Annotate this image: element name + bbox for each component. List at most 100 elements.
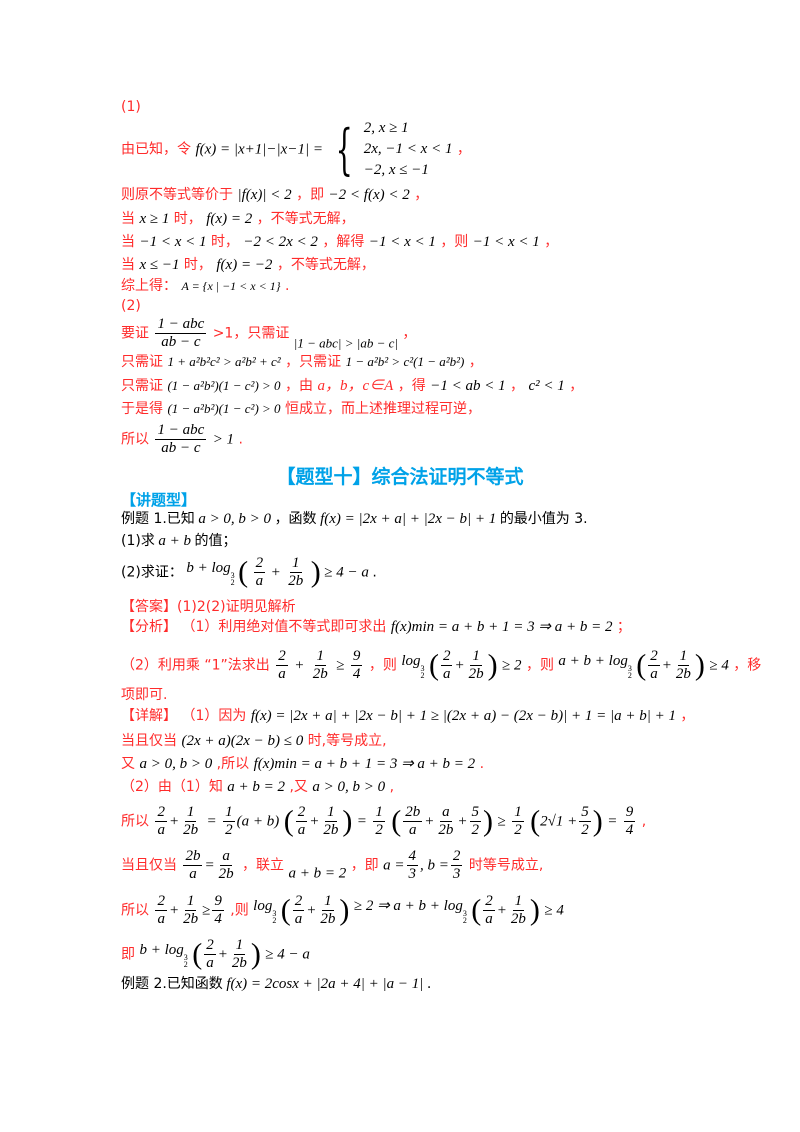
math-expression: f(x) = 2 bbox=[206, 211, 253, 227]
math-expression: −2 < 2x < 2 bbox=[243, 234, 318, 250]
text: ,则 bbox=[230, 902, 249, 919]
text: ，则 bbox=[525, 657, 554, 674]
math-expression: −1 < x < 1 bbox=[472, 234, 540, 250]
math-expression: A = {x | −1 < x < 1} bbox=[181, 279, 281, 293]
part2-line1: 要证 1 − abc ab − c >1，只需证 |1 − abc| > |ab… bbox=[121, 316, 416, 353]
math-expression: a > 0, b > 0 bbox=[139, 756, 213, 772]
math-expression: f(x) = |2x + a| + |2x − b| + 1 bbox=[320, 511, 497, 527]
left-paren: ( bbox=[238, 555, 249, 589]
answer-row: 【答案】(1)2(2)证明见解析 bbox=[121, 598, 296, 616]
analysis-row-3: 项即可. bbox=[121, 686, 167, 704]
punct: ； bbox=[616, 619, 631, 635]
text: ，只需证 bbox=[285, 354, 342, 370]
math-expression: x ≥ 1 bbox=[139, 211, 170, 227]
text: 当且仅当 bbox=[121, 857, 177, 874]
math-expression: c² < 1 bbox=[528, 378, 565, 394]
text: >1，只需证 bbox=[212, 325, 290, 342]
math-expression: f(x) = 2cosx + |2a + 4| + |a − 1| bbox=[226, 976, 424, 992]
right-paren: ) bbox=[310, 555, 321, 589]
math-expression: b + log bbox=[186, 560, 231, 576]
math-expression: a + b = 2 bbox=[288, 865, 347, 882]
part1-line1: 由已知，令 f(x) = |x+1|−|x−1| = { 2, x ≥ 1 2x… bbox=[121, 118, 471, 181]
detail-row-8: 即 b + log 3 2 (2 a +1 2b) ≥ 4 − a bbox=[121, 937, 310, 971]
text: (1)求 bbox=[121, 533, 155, 549]
text: 只需证 bbox=[121, 354, 163, 370]
numerator: 1 − abc bbox=[155, 422, 207, 440]
detail-row-6: 当且仅当 2b a = a 2b ，联立 a + b = 2 ，即 a = 4 3, b =… bbox=[121, 848, 544, 882]
math-expression: f(x)min = a + b + 1 = 3 ⇒ a + b = 2 bbox=[253, 756, 476, 772]
punct: . bbox=[426, 976, 432, 992]
text: （1）利用绝对值不等式即可求出 bbox=[181, 619, 387, 635]
text: ，则 bbox=[368, 657, 397, 674]
punct: ， bbox=[414, 187, 429, 203]
text: 时， bbox=[173, 211, 202, 227]
punct: . bbox=[372, 564, 377, 581]
section-heading: 【题型十】综合法证明不等式 bbox=[276, 466, 524, 488]
example1-title: 例题 1.已知 a > 0, b > 0 ，函数 f(x) = |2x + a|… bbox=[121, 510, 588, 529]
sub-heading: 【讲题型】 bbox=[121, 491, 197, 509]
math-expression: (1 − a²b²)(1 − c²) > 0 bbox=[167, 401, 281, 416]
math-expression: a + b bbox=[158, 533, 191, 549]
math-expression: f(x) = |x+1|−|x−1| = bbox=[195, 141, 323, 158]
text: 所以 bbox=[121, 902, 149, 919]
sub-heading-row: 【讲题型】 bbox=[121, 491, 196, 511]
detail-row-2: 当且仅当 (2x + a)(2x − b) ≤ 0 时,等号成立, bbox=[121, 732, 387, 750]
text: 时， bbox=[210, 234, 239, 250]
math-expression: −1 < ab < 1 bbox=[430, 378, 506, 394]
text: ，解得 bbox=[322, 234, 365, 250]
text: 当 bbox=[121, 211, 135, 227]
detail-row-7: 所以 2 a +1 2b ≥9 4 ,则 log 3 2 (2 a +1 2b) ≥ 2 ⇒ a +… bbox=[121, 893, 564, 927]
text: 例题 2.已知函数 bbox=[121, 976, 223, 992]
analysis-label: 【分析】 bbox=[121, 619, 177, 635]
text: 当 bbox=[121, 234, 135, 250]
text: 当且仅当 bbox=[121, 733, 177, 749]
label-text: (2) bbox=[121, 298, 141, 314]
text: ,又 bbox=[289, 779, 308, 795]
detail-row-3: 又 a > 0, b > 0 ,所以 f(x)min = a + b + 1 =… bbox=[121, 755, 484, 773]
text: ， bbox=[510, 378, 525, 394]
detail-row-1: 【详解】 （1）因为 f(x) = |2x + a| + |2x − b| + … bbox=[121, 707, 694, 725]
punct: , bbox=[641, 813, 647, 830]
text: 的值； bbox=[194, 533, 237, 549]
case-2: 2x, −1 < x < 1 bbox=[363, 141, 453, 157]
text: ，不等式无解， bbox=[256, 211, 355, 227]
text: ，由 bbox=[285, 378, 314, 394]
text: 由已知，令 bbox=[121, 141, 191, 158]
text: 则原不等式等价于 bbox=[121, 187, 233, 203]
text: （1）因为 bbox=[181, 708, 247, 724]
punct: ， bbox=[544, 234, 559, 250]
case-1: 2, x ≥ 1 bbox=[363, 120, 409, 136]
math-expression: ≥ bbox=[336, 657, 345, 674]
text: 的最小值为 3. bbox=[499, 511, 588, 527]
text: 时等号成立, bbox=[468, 857, 544, 874]
math-expression: x ≤ −1 bbox=[139, 257, 180, 273]
math-expression: −2 < f(x) < 2 bbox=[328, 187, 410, 203]
text: ，不等式无解， bbox=[276, 257, 375, 273]
part1-line3: 当 x ≥ 1 时， f(x) = 2 ，不等式无解， bbox=[121, 210, 355, 228]
piecewise-cases: { 2, x ≥ 1 2x, −1 < x < 1 −2, x ≤ −1 bbox=[327, 118, 452, 181]
analysis-row-1: 【分析】 （1）利用绝对值不等式即可求出 f(x)min = a + b + 1… bbox=[121, 618, 631, 636]
text: ，即 bbox=[296, 187, 325, 203]
denominator: ab − c bbox=[161, 334, 201, 350]
punct: . bbox=[238, 431, 243, 448]
fraction: 1 − abc ab − c bbox=[155, 422, 207, 457]
part2-line4: 于是得 (1 − a²b²)(1 − c²) > 0 恒成立，而上述推理过程可逆… bbox=[121, 400, 481, 418]
brace-icon: { bbox=[335, 117, 354, 181]
math-expression: 1 − a²b² > c²(1 − a²b²) bbox=[345, 354, 465, 369]
punct: . bbox=[479, 756, 485, 772]
text: 即 bbox=[121, 946, 135, 963]
math-expression: ≥ 4 − a bbox=[265, 946, 310, 963]
math-expression: −1 < x < 1 bbox=[368, 234, 436, 250]
math-expression: ≥ 2 bbox=[502, 657, 522, 674]
math-expression: a + b + log bbox=[558, 653, 628, 669]
text: ，函数 bbox=[274, 511, 317, 527]
text: 只需证 bbox=[121, 378, 163, 394]
text: 综上得： bbox=[121, 278, 177, 294]
math-expression: > 1 bbox=[212, 431, 235, 448]
math-expression: f(x)min = a + b + 1 = 3 ⇒ a + b = 2 bbox=[390, 619, 613, 635]
math-expression: 1 + a²b²c² > a²b² + c² bbox=[167, 354, 281, 369]
punct: . bbox=[284, 278, 290, 294]
